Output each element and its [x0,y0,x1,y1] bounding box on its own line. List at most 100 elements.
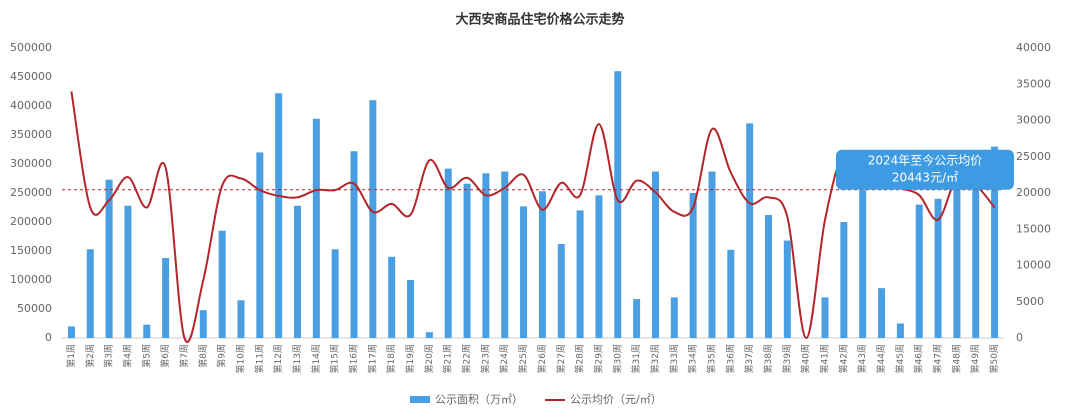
x-tick-label: 第32周 [649,344,661,373]
legend-swatch [410,396,430,403]
x-tick-label: 第19周 [404,344,416,373]
y-tick-label: 500000 [10,41,52,54]
bar [557,244,565,338]
x-tick-label: 第23周 [479,344,491,373]
bar [934,198,942,338]
bar [896,323,904,338]
y-tick-label: 450000 [10,70,52,83]
x-tick-label: 第12周 [272,344,284,373]
x-tick-label: 第44周 [875,344,887,373]
y2-tick-label: 5000 [1016,295,1044,308]
x-tick-label: 第15周 [329,344,341,373]
bar [275,93,283,339]
x-tick-label: 第40周 [800,344,812,373]
y2-tick-label: 30000 [1016,114,1051,127]
x-tick-label: 第28周 [574,344,586,373]
bar [256,152,264,338]
x-tick-label: 第18周 [385,344,397,373]
bar [331,249,339,338]
bar [425,332,433,338]
y2-tick-label: 40000 [1016,41,1051,54]
bar [501,171,509,338]
bar [783,240,791,338]
y-tick-label: 100000 [10,273,52,286]
y-tick-label: 250000 [10,186,52,199]
bar [407,280,415,338]
bar [953,180,961,338]
x-tick-label: 第43周 [856,344,868,373]
x-tick-label: 第20周 [423,344,435,373]
y-tick-label: 400000 [10,99,52,112]
x-tick-label: 第49周 [969,344,981,373]
x-tick-label: 第34周 [687,344,699,373]
x-tick-label: 第33周 [668,344,680,373]
x-tick-label: 第3周 [103,344,115,368]
x-tick-label: 第31周 [630,344,642,373]
line [70,91,996,343]
bar [444,168,452,338]
bar [915,204,923,338]
x-tick-label: 第4周 [121,344,133,368]
legend-item: 公示均价（元/㎡） [545,393,662,406]
x-tick-label: 第22周 [461,344,473,373]
x-tick-label: 第11周 [253,344,265,373]
bar [86,249,94,338]
x-tick-label: 第42周 [837,344,849,373]
bar [821,297,829,338]
x-tick-label: 第27周 [555,344,567,373]
y2-tick-label: 10000 [1016,259,1051,272]
bar [576,210,584,338]
y2-tick-label: 20000 [1016,186,1051,199]
bar [746,123,754,339]
bar [633,299,641,338]
x-tick-label: 第5周 [140,344,152,368]
x-tick-label: 第35周 [705,344,717,373]
bar [162,257,170,338]
y-tick-label: 300000 [10,157,52,170]
x-tick-label: 第6周 [159,344,171,368]
bar [143,324,151,338]
bar [708,171,716,338]
x-tick-label: 第8周 [197,344,209,368]
bar [199,310,207,338]
x-tick-label: 第10周 [234,344,246,373]
x-tick-label: 第17周 [366,344,378,373]
x-tick-label: 第38周 [762,344,774,373]
bar [689,193,697,338]
bar [727,249,735,338]
x-tick-label: 第45周 [894,344,906,373]
x-tick-label: 第37周 [743,344,755,373]
x-tick-label: 第50周 [988,344,1000,373]
chart-title: 大西安商品住宅价格公示走势 [455,12,624,28]
bar [614,71,622,338]
x-tick-label: 第30周 [611,344,623,373]
x-tick-label: 第14周 [310,344,322,373]
callout-text: 20443元/㎡ [892,170,958,184]
x-tick-label: 第48周 [950,344,962,373]
y-tick-label: 0 [45,331,52,344]
bar [972,157,980,338]
y2-tick-label: 25000 [1016,150,1051,163]
bar [859,190,867,338]
bar [670,297,678,338]
legend-label: 公示均价（元/㎡） [570,393,662,406]
x-tick-label: 第9周 [216,344,228,368]
x-tick-label: 第1周 [65,344,77,368]
bar [991,146,999,338]
x-tick-label: 第26周 [536,344,548,373]
y-tick-label: 200000 [10,215,52,228]
x-tick-label: 第47周 [932,344,944,373]
bar [388,256,396,338]
x-tick-label: 第13周 [291,344,303,373]
bar [840,222,848,338]
x-tick-label: 第7周 [178,344,190,368]
bar [67,326,75,338]
bar [237,300,245,338]
legend-label: 公示面积（万㎡） [435,393,523,406]
x-tick-label: 第29周 [592,344,604,373]
x-tick-label: 第2周 [84,344,96,368]
bar [124,205,132,338]
y2-tick-label: 0 [1016,331,1023,344]
bar [294,205,301,338]
